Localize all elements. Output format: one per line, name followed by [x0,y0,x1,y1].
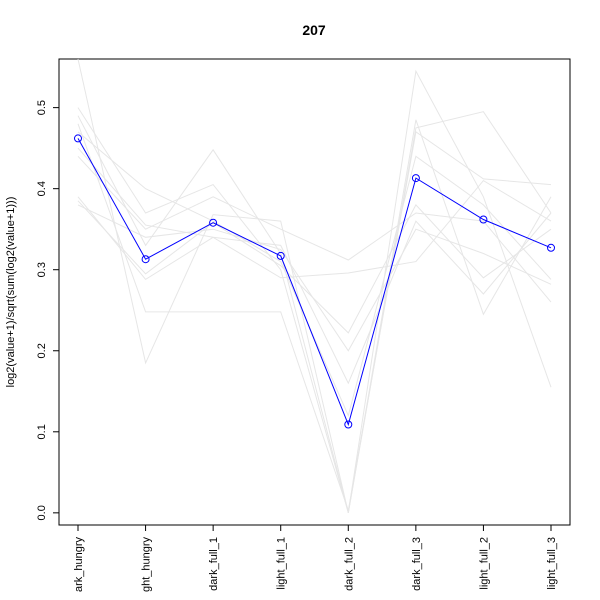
y-axis: 0.0 0.1 0.2 0.3 0.4 0.5 [36,100,59,520]
y-tick-label-2: 0.2 [36,343,48,358]
x-tick-label-7: light_full_3 [546,537,558,590]
highlight-point-4 [344,420,353,429]
x-tick-label-2: dark_full_1 [208,537,220,591]
highlight-point-6 [479,215,488,224]
x-axis: ark_hungry ght_hungry dark_full_1 light_ful… [73,525,558,592]
x-tick-label-5: dark_full_3 [411,537,423,591]
x-tick-label-0: ark_hungry [73,537,85,593]
y-tick-label-5: 0.5 [36,100,48,115]
plot-frame [58,58,571,526]
highlight-series-line [77,138,552,427]
background-series-line-5 [77,179,552,281]
highlight-point-5 [411,174,420,183]
background-series-line-9 [77,131,552,418]
y-axis-title: log2(value+1)/sqrt(sum(log2(value+1))) [5,197,17,388]
y-tick-label-0: 0.0 [36,505,48,520]
y-tick-label-1: 0.1 [36,424,48,439]
background-series-line-0 [77,58,552,513]
highlight-point-0 [74,134,82,143]
background-series-line-8 [77,204,552,352]
background-series-line-4 [77,155,552,303]
x-tick-label-6: light_full_2 [478,537,490,590]
highlight-point-3 [276,251,285,260]
background-series-line-7 [77,147,552,385]
background-series-group [77,58,552,513]
x-tick-label-1: ght_hungry [141,537,153,593]
highlight-series-group [74,134,555,429]
highlight-point-1 [141,255,150,264]
y-tick-label-3: 0.3 [36,262,48,277]
background-series-line-1 [77,107,552,513]
y-tick-label-4: 0.4 [36,181,48,196]
x-tick-label-4: dark_full_2 [343,537,355,591]
background-series-line-2 [77,123,552,511]
highlight-point-7 [547,243,555,252]
x-tick-label-3: light_full_1 [276,537,288,590]
highlight-point-2 [209,218,218,227]
chart-title: 207 [302,22,326,38]
